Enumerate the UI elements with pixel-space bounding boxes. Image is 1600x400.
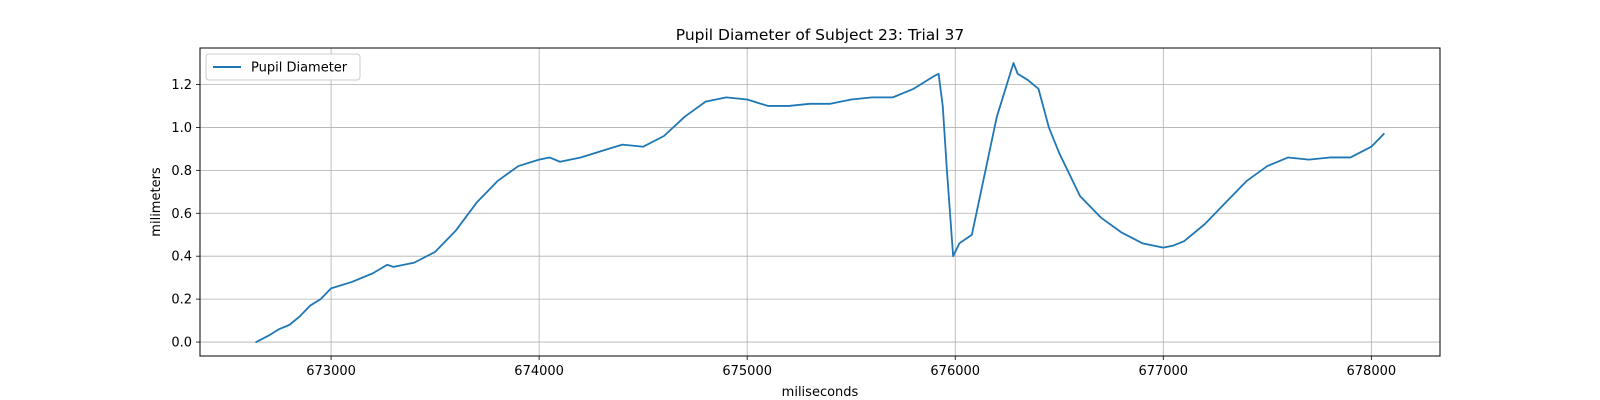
y-axis-ticks: 0.0 0.2 0.4 0.6 0.8 1.0 1.2 <box>171 78 200 351</box>
legend: Pupil Diameter <box>205 53 361 81</box>
y-tick-label: 1.0 <box>171 121 192 136</box>
x-tick-label: 678000 <box>1347 364 1397 379</box>
legend-box <box>205 53 361 81</box>
chart-title: Pupil Diameter of Subject 23: Trial 37 <box>676 26 965 44</box>
legend-label: Pupil Diameter <box>251 61 348 76</box>
x-tick-label: 677000 <box>1138 364 1188 379</box>
grid <box>200 48 1440 356</box>
y-tick-label: 0.2 <box>171 293 192 308</box>
x-axis-ticks: 673000 674000 675000 676000 677000 678000 <box>306 356 1396 379</box>
y-tick-label: 0.0 <box>171 336 192 351</box>
y-tick-label: 0.4 <box>171 250 192 265</box>
series-layer <box>255 62 1385 343</box>
plot-area-frame <box>199 47 1441 357</box>
x-tick-label: 676000 <box>930 364 980 379</box>
y-axis-label: milimeters <box>149 167 164 237</box>
y-tick-label: 0.8 <box>171 164 192 179</box>
series-line-pupil-diameter <box>255 62 1385 343</box>
x-tick-label: 673000 <box>306 364 356 379</box>
x-tick-label: 675000 <box>722 364 772 379</box>
y-tick-label: 0.6 <box>171 207 192 222</box>
x-tick-label: 674000 <box>514 364 564 379</box>
x-axis-label: miliseconds <box>782 385 859 400</box>
y-tick-label: 1.2 <box>171 78 192 93</box>
